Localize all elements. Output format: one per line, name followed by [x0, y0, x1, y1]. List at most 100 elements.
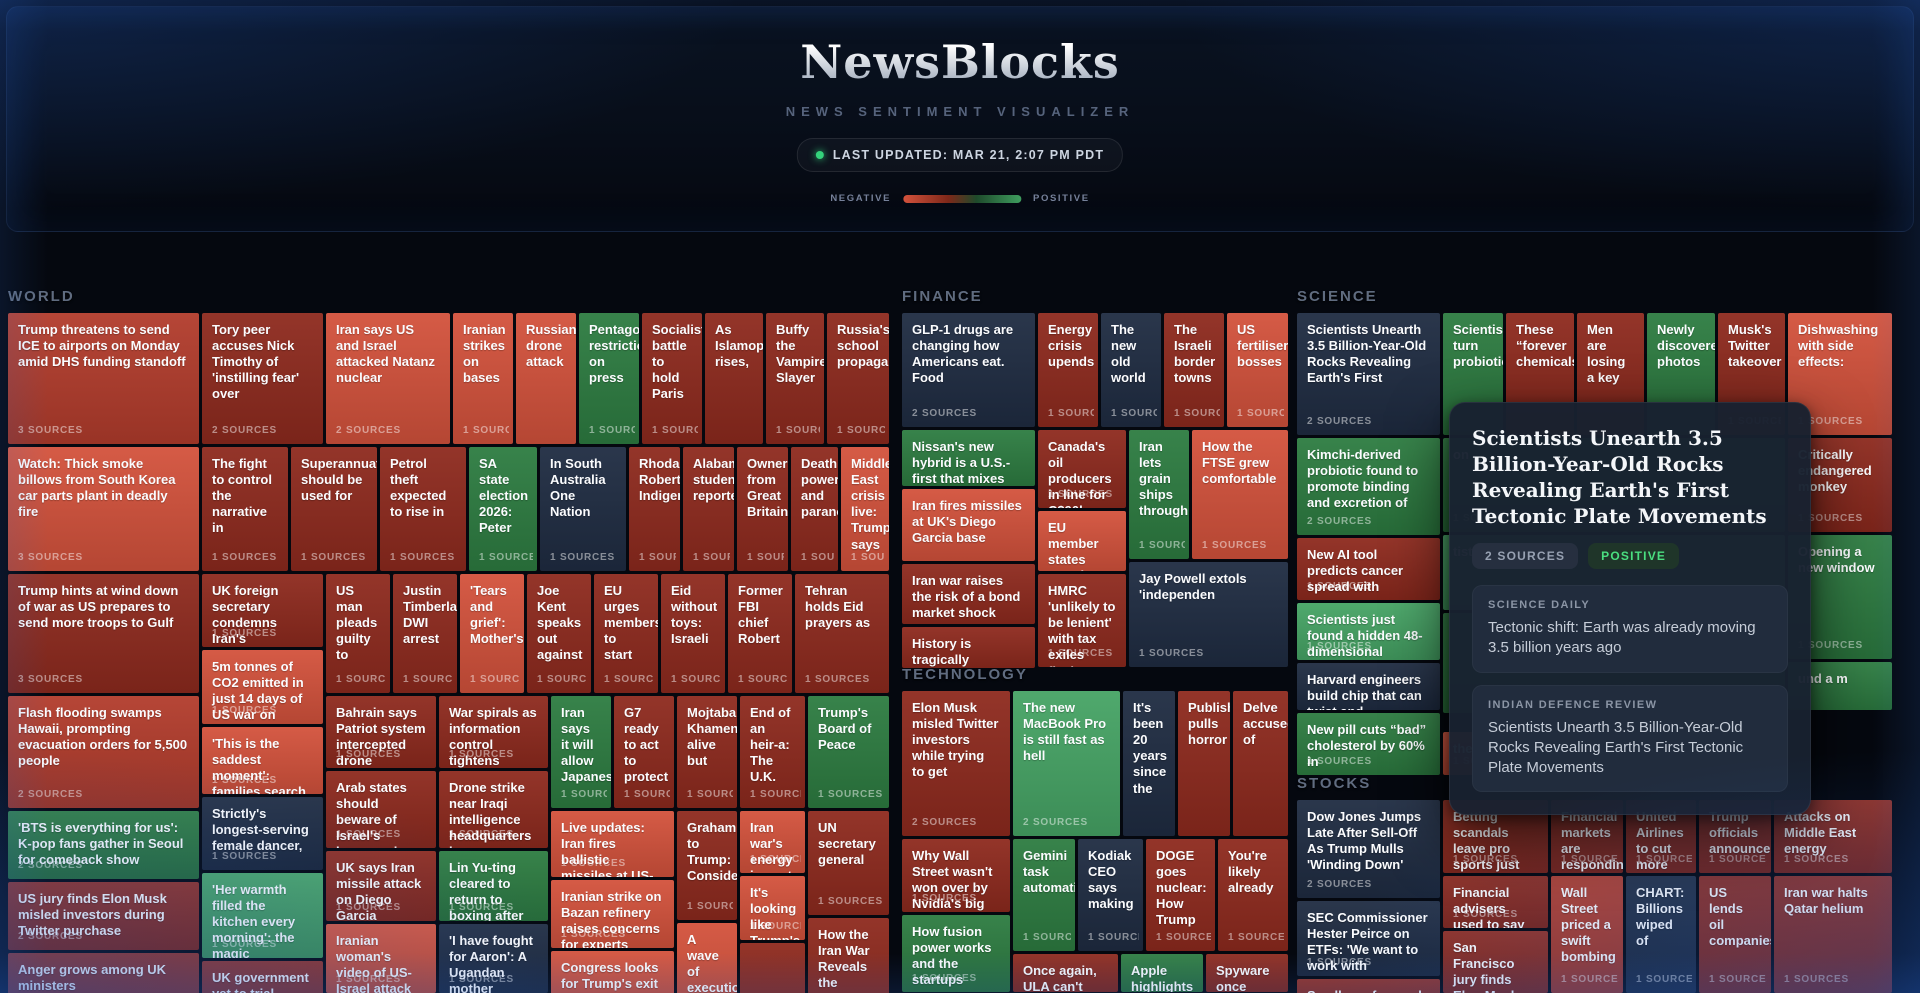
news-block[interactable]: Elon Musk misled Twitter investors while…: [902, 691, 1010, 836]
news-block[interactable]: History is tragically repeating itself i…: [902, 627, 1035, 668]
news-block[interactable]: SA state election 2026: Peter 1 SOURCES: [469, 447, 537, 571]
news-block[interactable]: A wave of executions is feared in: [677, 923, 737, 993]
news-block[interactable]: Iran war raises the risk of a bond marke…: [902, 564, 1035, 624]
news-block[interactable]: Jay Powell extols 'independen 1 SOURCES: [1129, 562, 1288, 667]
news-block[interactable]: Congress looks for Trump's exit plan as …: [551, 951, 674, 993]
news-block[interactable]: Trump's Board of Peace 1 SOURCES: [808, 696, 889, 808]
news-block[interactable]: Nissan's new hybrid is a U.S.-first that…: [902, 430, 1035, 486]
news-block[interactable]: In South Australia One Nation 1 SOURCES: [540, 447, 626, 571]
news-block[interactable]: Once again, ULA can't deliver when the U…: [1013, 954, 1118, 992]
news-block[interactable]: EU member states urged to lower gas stor…: [1038, 511, 1126, 571]
news-block[interactable]: Pentagon restrictions on press 1 SOURCES: [579, 313, 639, 444]
news-block[interactable]: HMRC 'unlikely to be lenient' with tax e…: [1038, 574, 1126, 667]
news-block[interactable]: Watch: Thick smoke billows from South Ko…: [8, 447, 199, 571]
news-block[interactable]: 'BTS is everything for us': K-pop fans g…: [8, 811, 199, 879]
news-block[interactable]: Iranian strike on Bazan refinery raises …: [551, 880, 674, 948]
news-block[interactable]: Buffy the Vampire Slayer 1 SOURCES: [766, 313, 824, 444]
news-block[interactable]: New pill cuts “bad” cholesterol by 60% i…: [1297, 713, 1440, 775]
news-block[interactable]: CHART: Billions wiped of 1 SOURCES: [1626, 876, 1696, 993]
news-block[interactable]: UK says Iran missile attack on Diego Gar…: [326, 851, 436, 921]
news-block[interactable]: It's looking like Trump's1 SOURCES: [740, 876, 805, 940]
news-block[interactable]: Strictly's longest-serving female dancer…: [202, 797, 323, 870]
news-block[interactable]: Iran says it will allow Japanese 1 SOURCE…: [551, 696, 611, 808]
news-block[interactable]: Eid without toys: Israeli 1 SOURCES: [661, 574, 725, 693]
news-block[interactable]: Iran fires missiles at UK's Diego Garcia…: [902, 489, 1035, 561]
news-block[interactable]: Rhoda Roberts, Indigenous 1 SOURCES: [629, 447, 680, 571]
news-block[interactable]: 'Her warmth filled the kitchen every mor…: [202, 873, 323, 958]
news-block[interactable]: US lends oil companies 1 SOURCES: [1699, 876, 1771, 993]
news-block[interactable]: Iran lets grain ships through 1 SOURCES: [1129, 430, 1189, 559]
news-block[interactable]: The new old world 1 SOURCES: [1101, 313, 1161, 427]
news-block[interactable]: As Islamophob rises,: [705, 313, 763, 444]
news-block[interactable]: Wall Street priced a swift bombing 1 SOUR…: [1551, 876, 1623, 993]
news-block[interactable]: Alabama student reportedly 1 SOURCES: [683, 447, 734, 571]
news-block[interactable]: Tory peer accuses Nick Timothy of 'insti…: [202, 313, 323, 444]
news-block[interactable]: Scientists Unearth 3.5 Billion-Year-Old …: [1297, 313, 1440, 435]
news-block[interactable]: Justin Timberlake' DWI arrest 1 SOURCES: [393, 574, 457, 693]
news-block[interactable]: Russia's school propaganda 1 SOURCES: [827, 313, 889, 444]
news-block[interactable]: Graham to Trump: Consider 1 SOURCES: [677, 811, 737, 920]
news-block[interactable]: GLP-1 drugs are changing how Americans e…: [902, 313, 1035, 427]
news-block[interactable]: US jury finds Elon Musk misled investors…: [8, 882, 199, 950]
news-block[interactable]: New AI tool predicts cancer spread with 1…: [1297, 538, 1440, 600]
news-block[interactable]: Iranian strikes on bases 1 SOURCES: [453, 313, 513, 444]
news-block[interactable]: Apple highlights 13 enhancement: [1121, 954, 1203, 992]
news-block[interactable]: Russian drone attack: [516, 313, 576, 444]
news-block[interactable]: Small cap-focused: [1297, 979, 1440, 993]
news-block[interactable]: Canada's oil producers in line for C$90b…: [1038, 430, 1126, 508]
news-block[interactable]: End of an heir-a: The U.K. 1 SOURCES: [740, 696, 805, 808]
news-block[interactable]: Trump hints at wind down of war as US pr…: [8, 574, 199, 693]
news-block[interactable]: UK government yet to trial OpenAI tech m…: [202, 961, 323, 993]
news-block[interactable]: Petrol theft expected to rise in 1 SOURCE…: [380, 447, 466, 571]
news-block[interactable]: 'I have fought for Aaron': A Ugandan mot…: [439, 924, 548, 993]
news-block[interactable]: Financial advisers used to say no to bit…: [1443, 876, 1548, 928]
news-block[interactable]: How the Iran War Reveals the: [808, 918, 889, 993]
news-block[interactable]: Mojtaba Khamenei alive but 1 SOURCES: [677, 696, 737, 808]
news-block[interactable]: UK foreign secretary condemns Iran's 1 SO…: [202, 574, 323, 647]
news-block[interactable]: UN secretary general 1 SOURCES: [808, 811, 889, 915]
news-block[interactable]: San Francisco jury finds Elon Musk defra…: [1443, 931, 1548, 993]
news-block[interactable]: The new MacBook Pro is still fast as hel…: [1013, 691, 1120, 836]
news-block[interactable]: 'Tears and grief': Mother's 1 SOURCES: [460, 574, 524, 693]
news-block[interactable]: Why Wall Street wasn't won over by Nvidi…: [902, 839, 1010, 912]
news-block[interactable]: Anger grows among UK ministers: [8, 953, 199, 993]
news-block[interactable]: Kimchi-derived probiotic found to promot…: [1297, 438, 1440, 535]
news-block[interactable]: The fight to control the narrative in 1 S…: [202, 447, 288, 571]
news-block[interactable]: Live updates: Iran fires ballistic missi…: [551, 811, 674, 877]
news-block[interactable]: Energy crisis upends 1 SOURCES: [1038, 313, 1098, 427]
news-block[interactable]: It's been 20 years since the: [1123, 691, 1175, 836]
news-block[interactable]: Spyware once used by governments: [1206, 954, 1288, 992]
news-block[interactable]: Bahrain says Patriot system intercepted …: [326, 696, 436, 768]
news-block[interactable]: Delve accused of: [1233, 691, 1288, 836]
news-block[interactable]: Publisher pulls horror: [1178, 691, 1230, 836]
news-block[interactable]: Iranian woman's video of US-Israel attac…: [326, 924, 436, 993]
news-block[interactable]: EU urges members to start 1 SOURCES: [594, 574, 658, 693]
news-block[interactable]: DOGE goes nuclear: How Trump 1 SOURCES: [1146, 839, 1215, 951]
news-block[interactable]: Trump threatens to send ICE to airports …: [8, 313, 199, 444]
news-block[interactable]: [740, 943, 805, 993]
news-block[interactable]: Joe Kent speaks out against 1 SOURCES: [527, 574, 591, 693]
news-block[interactable]: 'This is the saddest moment': families s…: [202, 727, 323, 794]
news-block[interactable]: Death, power and paranoia: 1 SOURCES: [791, 447, 838, 571]
news-block[interactable]: Middle East crisis live: Trump says 1 SOU…: [841, 447, 889, 571]
news-block[interactable]: Flash flooding swamps Hawaii, prompting …: [8, 696, 199, 808]
news-block[interactable]: Kodiak CEO says making 1 SOURCES: [1078, 839, 1143, 951]
news-block[interactable]: Harvard engineers build chip that can tw…: [1297, 663, 1440, 710]
news-block[interactable]: US fertiliser bosses 1 SOURCES: [1227, 313, 1288, 427]
news-block[interactable]: Lin Yu-ting cleared to return to boxing …: [439, 851, 548, 921]
news-block[interactable]: 5m tonnes of CO2 emitted in just 14 days…: [202, 650, 323, 724]
news-block[interactable]: Scientists just found a hidden 48-dimens…: [1297, 603, 1440, 660]
news-block[interactable]: Iran war's energy impact1 SOURCES: [740, 811, 805, 873]
news-block[interactable]: Drone strike near Iraqi intelligence hea…: [439, 771, 548, 848]
news-block[interactable]: Dishwashing with side effects: 1 SOURCES: [1788, 313, 1892, 435]
news-block[interactable]: Former FBI chief Robert 1 SOURCES: [728, 574, 792, 693]
news-block[interactable]: US man pleads guilty to 1 SOURCES: [326, 574, 390, 693]
news-block[interactable]: You're likely already 1 SOURCES: [1218, 839, 1288, 951]
news-block[interactable]: War spirals as information control tight…: [439, 696, 548, 768]
news-block[interactable]: SEC Commissioner Hester Peirce on ETFs: …: [1297, 901, 1440, 976]
news-block[interactable]: Tehran holds Eid prayers as 1 SOURCES: [795, 574, 889, 693]
news-block[interactable]: How the FTSE grew comfortable 1 SOURCES: [1192, 430, 1288, 559]
news-block[interactable]: Dow Jones Jumps Late After Sell-Off As T…: [1297, 800, 1440, 898]
news-block[interactable]: Superannuat should be used for 1 SOURCES: [291, 447, 377, 571]
news-block[interactable]: G7 ready to act to protect 1 SOURCES: [614, 696, 674, 808]
